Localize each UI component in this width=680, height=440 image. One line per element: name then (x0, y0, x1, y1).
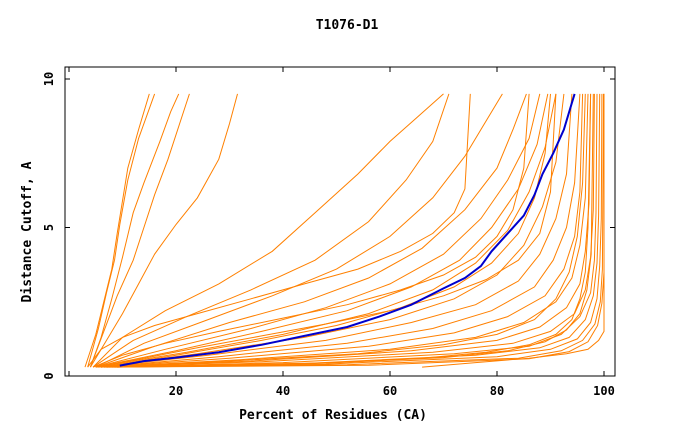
model-series-line (92, 93, 444, 368)
plot-area (84, 93, 605, 368)
model-series-line (89, 93, 180, 368)
model-series-line (101, 93, 589, 368)
model-series-line (117, 93, 594, 368)
model-series-line (101, 93, 551, 368)
model-series-group (84, 93, 605, 368)
model-series-line (92, 93, 450, 368)
x-axis: 20 40 60 80 100 (68, 67, 615, 398)
model-series-line (95, 93, 541, 368)
highlight-series-line (119, 93, 576, 367)
model-series-line (111, 93, 604, 368)
x-tick-label: 40 (276, 384, 290, 398)
plot-frame (64, 66, 616, 377)
model-series-line (98, 93, 565, 368)
model-series-line (89, 93, 238, 368)
model-series-line (114, 93, 605, 368)
chart-title: T1076-D1 (316, 18, 379, 33)
model-series-line (89, 93, 190, 368)
model-series-line (95, 93, 557, 368)
x-tick-label: 100 (593, 384, 615, 398)
x-axis-label: Percent of Residues (CA) (239, 408, 427, 423)
y-tick-label: 10 (42, 72, 56, 86)
model-series-line (87, 93, 156, 368)
model-series-line (92, 93, 530, 368)
model-series-line (84, 93, 150, 368)
model-series-line (106, 93, 586, 368)
y-tick-label: 5 (42, 224, 56, 231)
y-tick-label: 0 (42, 372, 56, 379)
x-tick-label: 80 (490, 384, 504, 398)
highlight-series-group (119, 93, 576, 367)
x-tick-label: 20 (169, 384, 183, 398)
x-tick-label: 60 (383, 384, 397, 398)
model-series-line (95, 93, 503, 368)
model-series-line (101, 93, 584, 368)
y-axis: 0 5 10 (42, 72, 615, 380)
model-series-line (87, 93, 471, 368)
y-axis-label: Distance Cutoff, A (20, 161, 35, 302)
model-series-line (103, 93, 592, 368)
model-series-line (95, 93, 557, 368)
model-series-line (109, 93, 603, 368)
model-series-line (98, 93, 573, 368)
model-series-line (101, 93, 581, 368)
model-series-line (95, 93, 527, 368)
model-series-line (95, 93, 549, 368)
model-series-line (422, 93, 605, 368)
